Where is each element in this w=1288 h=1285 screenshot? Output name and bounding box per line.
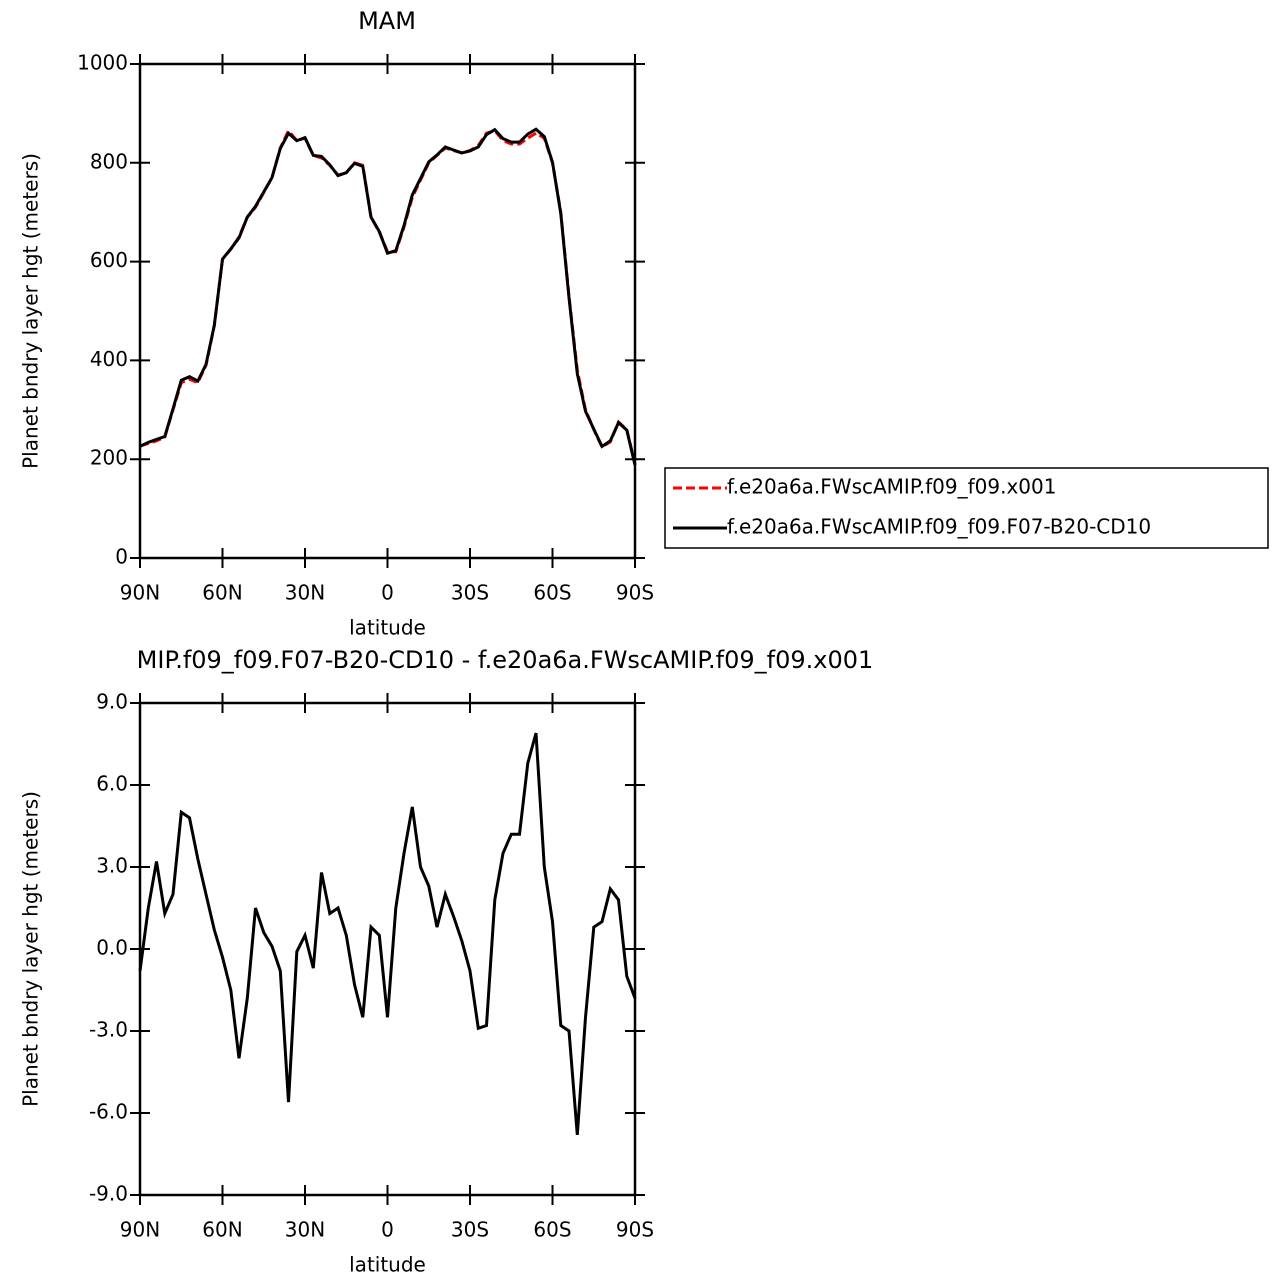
x-tick-label: 60S (533, 1218, 571, 1242)
data-line (139, 127, 637, 466)
y-tick-label: 6.0 (96, 772, 128, 796)
y-tick-label: 3.0 (96, 854, 128, 878)
y-tick-label: 200 (90, 446, 128, 470)
y-tick-label: 0.0 (96, 936, 128, 960)
x-tick-label: 30S (451, 1218, 489, 1242)
x-tick-label: 90N (120, 1218, 160, 1242)
data-line (139, 127, 637, 465)
y-tick-label: 800 (90, 149, 128, 173)
x-tick-label: 60N (202, 1218, 242, 1242)
y-tick-label: 9.0 (96, 690, 128, 714)
x-tick-label: 0 (381, 581, 394, 605)
plot-frame (138, 701, 637, 1197)
chart-title: MIP.f09_f09.F07-B20-CD10 - f.e20a6a.FWsc… (137, 646, 874, 674)
y-tick-label: -9.0 (89, 1182, 128, 1206)
data-line (138, 732, 637, 1136)
y-tick-label: -6.0 (89, 1100, 128, 1124)
y-axis-label: Planet bndry layer hgt (meters) (19, 153, 43, 469)
x-tick-label: 60S (533, 581, 571, 605)
x-axis-label: latitude (349, 1253, 426, 1277)
x-tick-label: 30S (451, 581, 489, 605)
x-tick-label: 60N (202, 581, 242, 605)
legend-label: f.e20a6a.FWscAMIP.f09_f09.x001 (727, 475, 1056, 499)
x-tick-label: 90S (616, 1218, 654, 1242)
x-axis-label: latitude (349, 616, 426, 640)
y-axis-label: Planet bndry layer hgt (meters) (19, 791, 43, 1107)
plot-frame (138, 62, 637, 560)
x-tick-label: 30N (285, 581, 325, 605)
y-tick-label: 600 (90, 248, 128, 272)
x-tick-label: 90S (616, 581, 654, 605)
y-tick-label: 0 (115, 545, 128, 569)
x-tick-label: 90N (120, 581, 160, 605)
y-tick-label: -3.0 (89, 1018, 128, 1042)
chart-title: MAM (358, 7, 416, 35)
x-tick-label: 0 (381, 1218, 394, 1242)
y-tick-label: 1000 (77, 51, 128, 75)
x-tick-label: 30N (285, 1218, 325, 1242)
legend-label: f.e20a6a.FWscAMIP.f09_f09.F07-B20-CD10 (727, 515, 1151, 539)
legend-box (664, 467, 1269, 549)
y-tick-label: 400 (90, 347, 128, 371)
